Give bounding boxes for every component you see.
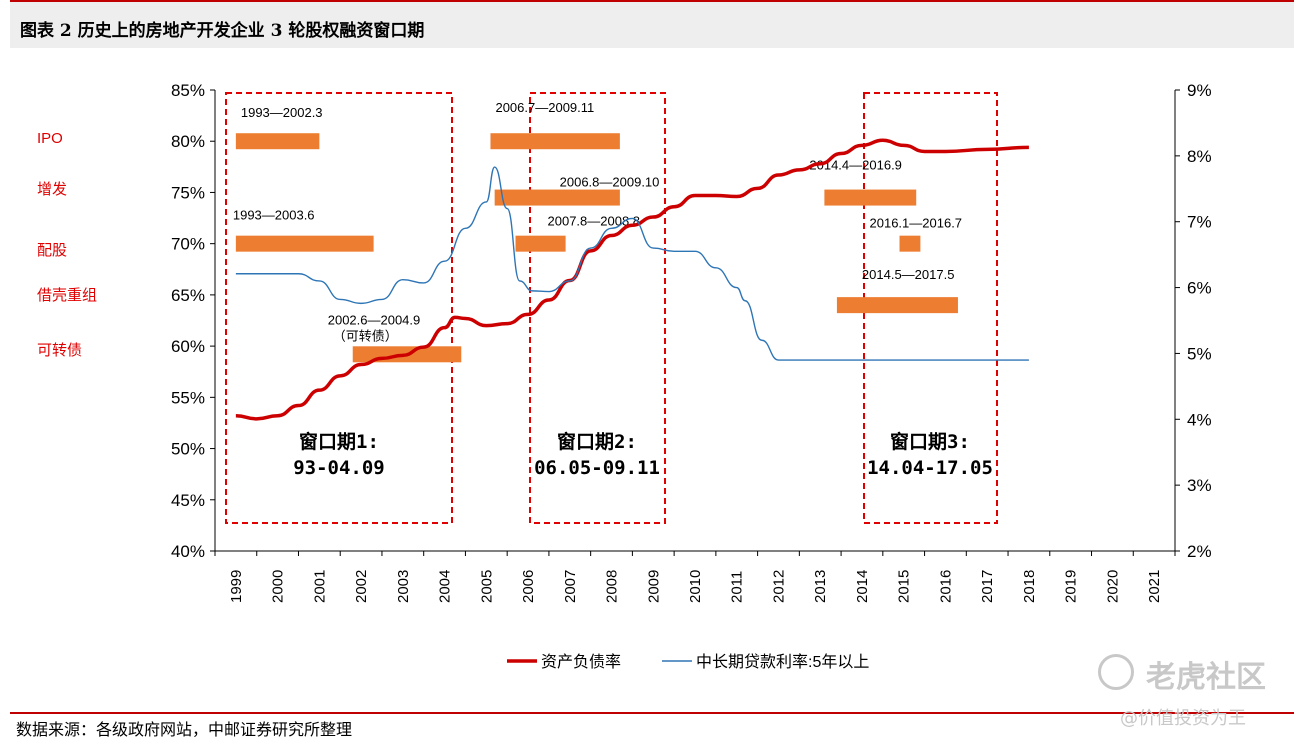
window-bar-label: 2014.5—2017.5	[862, 267, 955, 282]
x-axis-tick-label: 2014	[854, 570, 871, 603]
x-axis-tick-label: 2005	[478, 570, 495, 603]
source-note: 数据来源：各级政府网站，中邮证券研究所整理	[16, 720, 353, 739]
x-axis-tick-label: 2015	[896, 570, 913, 603]
series-line-loan-rate	[235, 166, 1029, 361]
x-axis-tick-label: 2003	[395, 570, 412, 603]
left-axis-tick-label: 80%	[171, 132, 205, 151]
x-axis-tick-label: 2011	[729, 571, 746, 603]
right-axis-tick-label: 7%	[1187, 213, 1212, 232]
right-axis-tick-label: 9%	[1187, 81, 1212, 100]
window-bar-label: 2006.8—2009.10	[560, 175, 660, 190]
window-bar-label: 2006.7—2009.11	[495, 100, 594, 115]
left-axis-tick-label: 75%	[171, 183, 205, 202]
watermark-logo-icon	[1098, 654, 1134, 690]
legend-label: 资产负债率	[541, 653, 621, 671]
x-axis-tick-label: 2018	[1021, 570, 1038, 603]
series-line-debt-ratio	[235, 138, 1029, 421]
window-bar-label: 2002.6—2004.9	[328, 312, 421, 327]
window-bar-label: 2016.1—2016.7	[870, 216, 963, 231]
page-title: 图表 2 历史上的房地产开发企业 3 轮股权融资窗口期	[20, 21, 425, 41]
x-axis-tick-label: 2004	[437, 570, 454, 603]
window-bar	[515, 235, 566, 252]
window-bar	[836, 297, 958, 314]
window-title: 窗口期3:	[890, 430, 970, 453]
window-bar-label: 1993—2002.3	[241, 105, 323, 120]
left-axis-tick-label: 85%	[171, 81, 205, 100]
right-axis-tick-label: 5%	[1187, 344, 1212, 363]
window-subtitle: 06.05-09.11	[534, 457, 660, 479]
x-axis-tick-label: 1999	[228, 570, 245, 603]
side-label: 借壳重组	[37, 287, 97, 304]
window-bar	[490, 133, 620, 150]
x-axis-tick-label: 2009	[645, 570, 662, 603]
window-bar	[235, 133, 320, 150]
legend-label: 中长期贷款利率:5年以上	[696, 653, 869, 671]
left-axis-tick-label: 70%	[171, 235, 205, 254]
window-bar-label: 2007.8—2008.8	[548, 214, 641, 229]
left-axis-tick-label: 50%	[171, 440, 205, 459]
x-axis-tick-label: 2001	[311, 570, 328, 603]
window-subtitle: 93-04.09	[293, 457, 385, 479]
side-label: 增发	[37, 181, 67, 198]
x-axis-tick-label: 2012	[770, 570, 787, 603]
window-box	[225, 92, 453, 524]
right-axis-tick-label: 4%	[1187, 410, 1212, 429]
window-bar	[494, 189, 620, 206]
x-axis-tick-label: 2021	[1146, 570, 1163, 603]
left-axis-tick-label: 60%	[171, 337, 205, 356]
window-bar	[824, 189, 917, 206]
watermark-handle: @价值投资为王	[1120, 708, 1246, 729]
x-axis-tick-label: 2010	[687, 570, 704, 603]
side-label: IPO	[37, 130, 63, 147]
watermark-brand: 老虎社区	[1146, 660, 1266, 695]
footer-divider	[10, 712, 1294, 714]
window-title: 窗口期1:	[299, 430, 379, 453]
x-axis-tick-label: 2019	[1063, 570, 1080, 603]
right-axis-tick-label: 3%	[1187, 476, 1212, 495]
side-label: 可转债	[37, 342, 82, 359]
left-axis-tick-label: 65%	[171, 286, 205, 305]
window-bar-label: 1993—2003.6	[233, 208, 315, 223]
x-axis-tick-label: 2002	[353, 570, 370, 603]
window-bar	[899, 235, 921, 252]
window-box	[529, 92, 666, 524]
x-axis-tick-label: 2000	[270, 570, 287, 603]
side-label: 配股	[37, 242, 67, 259]
x-axis-tick-label: 2017	[979, 570, 996, 603]
left-axis-tick-label: 40%	[171, 542, 205, 561]
window-title: 窗口期2:	[557, 430, 637, 453]
x-axis-tick-label: 2007	[562, 570, 579, 603]
right-axis-tick-label: 8%	[1187, 147, 1212, 166]
x-axis-tick-label: 2016	[937, 570, 954, 603]
left-axis-tick-label: 45%	[171, 491, 205, 510]
title-bar: 图表 2 历史上的房地产开发企业 3 轮股权融资窗口期	[10, 0, 1294, 48]
x-axis-tick-label: 2008	[604, 570, 621, 603]
window-bar-label: 2014.4—2016.9	[809, 158, 902, 173]
right-axis-tick-label: 6%	[1187, 279, 1212, 298]
window-bar	[235, 235, 374, 252]
window-subtitle: 14.04-17.05	[867, 457, 993, 479]
right-axis-tick-label: 2%	[1187, 542, 1212, 561]
x-axis-tick-label: 2020	[1104, 570, 1121, 603]
x-axis-tick-label: 2006	[520, 570, 537, 603]
window-bar-sublabel: （可转债）	[333, 328, 398, 343]
x-axis-tick-label: 2013	[812, 570, 829, 603]
left-axis-tick-label: 55%	[171, 388, 205, 407]
